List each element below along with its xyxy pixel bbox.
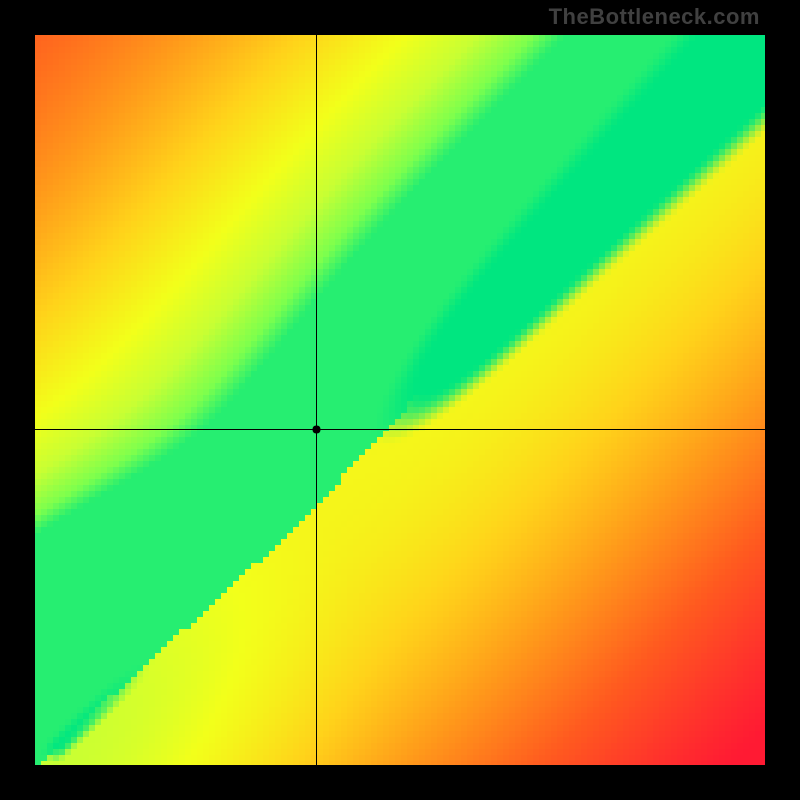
crosshair-overlay xyxy=(35,35,765,765)
chart-container: TheBottleneck.com xyxy=(0,0,800,800)
watermark-label: TheBottleneck.com xyxy=(549,4,760,30)
